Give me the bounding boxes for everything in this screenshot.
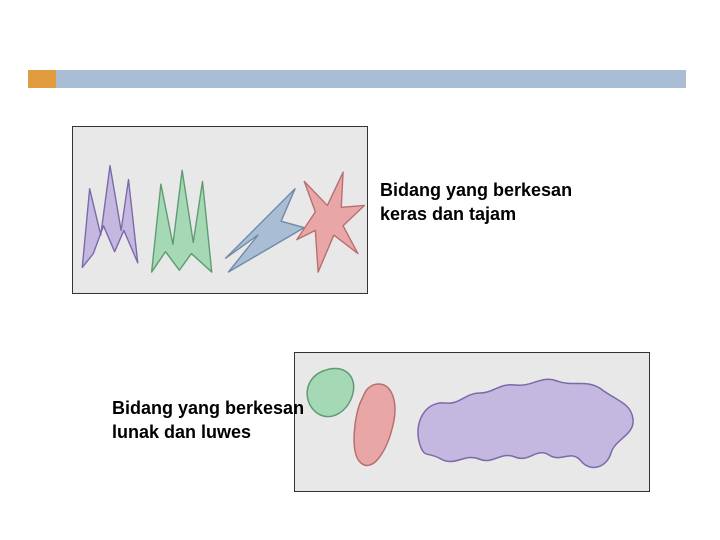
header-divider-bar <box>56 70 686 88</box>
caption-soft-line1: Bidang yang berkesan <box>112 398 304 418</box>
panel-soft-shapes <box>294 352 650 492</box>
caption-sharp-line2: keras dan tajam <box>380 204 516 224</box>
caption-sharp-line1: Bidang yang berkesan <box>380 180 572 200</box>
sharp-shapes-svg <box>73 127 369 295</box>
caption-sharp: Bidang yang berkesan keras dan tajam <box>380 178 572 227</box>
caption-soft-line2: lunak dan luwes <box>112 422 251 442</box>
panel-sharp-shapes <box>72 126 368 294</box>
caption-soft: Bidang yang berkesan lunak dan luwes <box>112 396 304 445</box>
header-accent-tab <box>28 70 56 88</box>
soft-shapes-svg <box>295 353 651 493</box>
